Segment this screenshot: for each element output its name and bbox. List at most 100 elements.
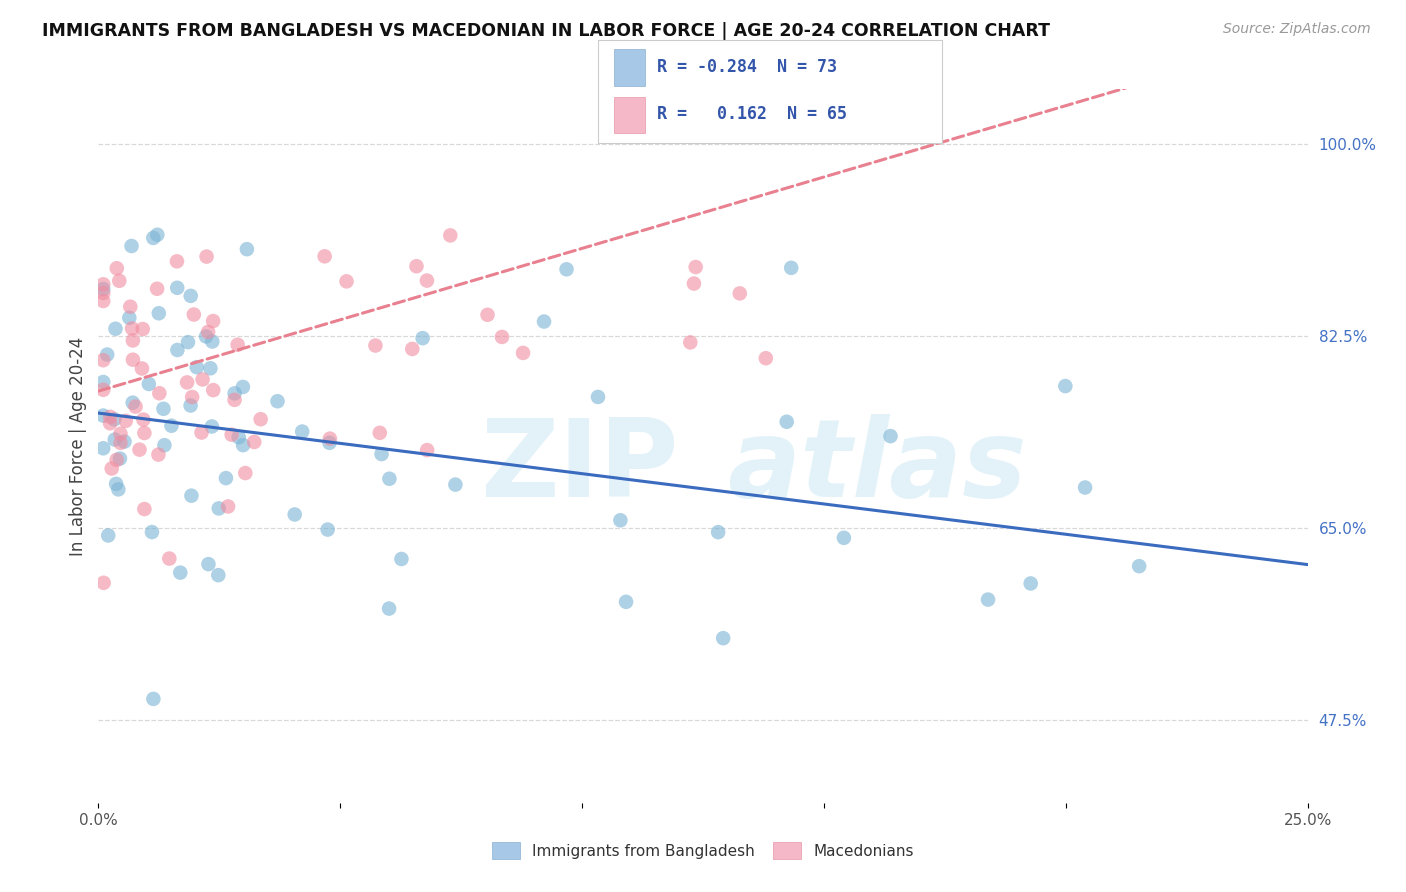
Point — [202, 314, 225, 328]
Text: R = -0.284  N = 73: R = -0.284 N = 73 — [657, 58, 837, 76]
Point — [166, 281, 188, 295]
Point — [335, 274, 357, 288]
Point — [91, 277, 114, 292]
Point — [391, 552, 413, 566]
Legend: Immigrants from Bangladesh, Macedonians: Immigrants from Bangladesh, Macedonians — [492, 842, 914, 859]
Point — [284, 508, 307, 522]
Point — [202, 383, 225, 397]
Point — [166, 254, 188, 268]
Point — [586, 390, 609, 404]
Point — [105, 261, 128, 276]
Point — [141, 524, 163, 539]
Point — [207, 568, 229, 582]
Point — [291, 425, 314, 439]
Point — [142, 231, 165, 245]
Point — [91, 285, 114, 300]
Point — [177, 335, 200, 350]
Point — [176, 376, 198, 390]
Point — [132, 412, 155, 426]
Point — [152, 401, 174, 416]
Point — [146, 282, 169, 296]
Point — [108, 274, 131, 288]
Point — [776, 415, 799, 429]
Point — [138, 376, 160, 391]
Point — [221, 427, 243, 442]
Point — [370, 447, 392, 461]
Point — [96, 347, 118, 361]
Point — [707, 525, 730, 540]
Point — [128, 442, 150, 457]
Point — [416, 443, 439, 458]
Point — [233, 466, 256, 480]
Point — [142, 692, 165, 706]
Point — [316, 523, 339, 537]
Point — [104, 433, 127, 447]
Point — [477, 308, 499, 322]
Point — [249, 412, 271, 426]
Point — [416, 274, 439, 288]
Point — [224, 392, 246, 407]
Point — [110, 435, 132, 450]
Point — [444, 477, 467, 491]
Point — [160, 418, 183, 433]
Point — [491, 330, 513, 344]
Point — [879, 429, 901, 443]
Point — [832, 531, 855, 545]
Point — [679, 335, 702, 350]
Point — [200, 361, 222, 376]
Point — [215, 471, 238, 485]
Point — [195, 250, 218, 264]
Point — [122, 334, 145, 348]
Point — [146, 227, 169, 242]
Point — [201, 419, 224, 434]
Point — [364, 338, 387, 352]
Point — [107, 483, 129, 497]
Point — [108, 451, 131, 466]
Point — [118, 310, 141, 325]
Point — [232, 380, 254, 394]
Point — [121, 239, 143, 253]
Point — [232, 438, 254, 452]
Point — [368, 425, 391, 440]
Point — [157, 551, 180, 566]
Point — [314, 249, 336, 263]
Point — [555, 262, 578, 277]
Point — [131, 361, 153, 376]
Point — [191, 372, 214, 386]
Point — [98, 416, 121, 430]
Point — [512, 346, 534, 360]
Point — [201, 334, 224, 349]
Point — [1019, 576, 1042, 591]
Point — [186, 360, 208, 375]
Text: atlas: atlas — [727, 415, 1026, 520]
Text: R =   0.162  N = 65: R = 0.162 N = 65 — [657, 105, 846, 123]
Point — [153, 438, 176, 452]
Point — [755, 351, 778, 366]
Point — [91, 383, 114, 397]
Point — [166, 343, 188, 357]
Point — [180, 489, 202, 503]
Point — [195, 329, 218, 343]
Point — [124, 400, 146, 414]
Point — [977, 592, 1000, 607]
Point — [217, 500, 239, 514]
Point — [103, 412, 125, 426]
Point — [1074, 481, 1097, 495]
Point — [114, 434, 136, 449]
Point — [121, 321, 143, 335]
Point — [121, 395, 143, 409]
Point — [148, 386, 170, 401]
Point — [1128, 559, 1150, 574]
Point — [134, 502, 156, 516]
Point — [181, 390, 204, 404]
Point — [180, 399, 202, 413]
Point — [131, 322, 153, 336]
Point — [405, 259, 427, 273]
Point — [224, 386, 246, 401]
Point — [228, 430, 250, 444]
Point — [104, 322, 127, 336]
Text: IMMIGRANTS FROM BANGLADESH VS MACEDONIAN IN LABOR FORCE | AGE 20-24 CORRELATION : IMMIGRANTS FROM BANGLADESH VS MACEDONIAN… — [42, 22, 1050, 40]
Point — [100, 461, 122, 475]
Point — [97, 528, 120, 542]
Point — [609, 513, 631, 527]
